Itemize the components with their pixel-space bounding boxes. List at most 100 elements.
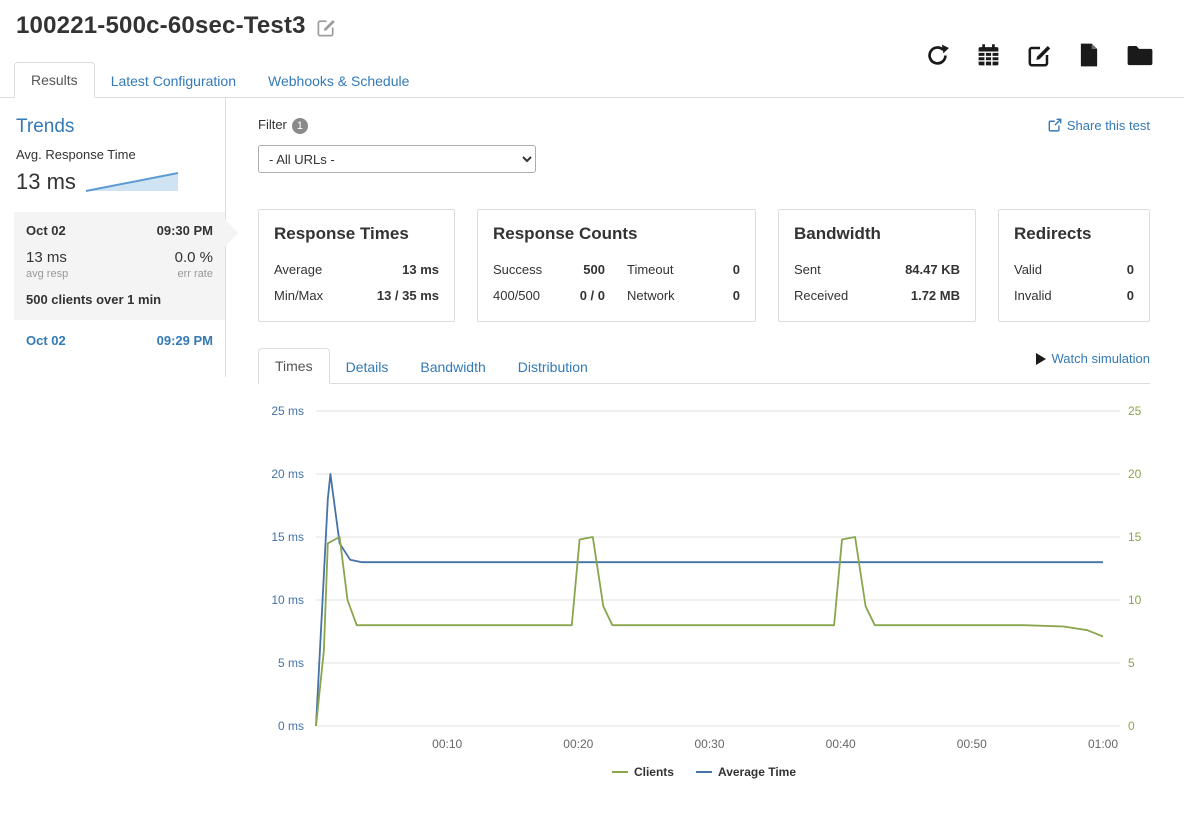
run-item[interactable]: Oct 02 09:29 PM [14,320,225,361]
run-avg-resp-label: avg resp [26,268,69,280]
stat-label: Average [274,262,323,277]
svg-text:5 ms: 5 ms [278,656,304,670]
document-icon [1080,43,1098,67]
stat-value: 0 [1126,262,1134,277]
stat-label: Network [627,288,675,303]
tab-latest-configuration[interactable]: Latest Configuration [110,73,236,89]
edit-title-button[interactable] [316,17,337,38]
stat-value: 13 / 35 ms [376,288,439,303]
stat-label: Sent [794,262,821,277]
main-tabs: Results Latest Configuration Webhooks & … [0,60,1184,98]
toolbar [925,42,1154,68]
chart-tabs: Times Details Bandwidth Distribution Wat… [258,348,1150,384]
watch-simulation-label: Watch simulation [1051,351,1151,366]
schedule-calendar-button[interactable] [976,43,1001,68]
run-err-rate-label: err rate [177,268,213,280]
stat-label: Valid [1014,262,1042,277]
card-title: Redirects [1014,224,1092,243]
tab-results[interactable]: Results [14,62,95,98]
svg-text:10: 10 [1128,593,1142,607]
compose-icon [1028,45,1051,66]
times-chart: 0 ms 0 5 ms 5 10 ms 10 15 ms 15 20 ms 20 25 ms 25 00… [258,394,1150,779]
stat-label: Timeout [627,262,674,277]
run-err-rate-value: 0.0 % [174,249,213,266]
svg-text:5: 5 [1128,656,1135,670]
stat-label: Min/Max [274,288,324,303]
results-main: Filter 1 Share this test - All URLs - Res… [226,98,1184,779]
line-chart: 0 ms 0 5 ms 5 10 ms 10 15 ms 15 20 ms 20 25 ms 25 00… [271,404,1142,751]
card-title: Response Counts [493,224,638,243]
refresh-button[interactable] [925,43,950,68]
calendar-icon [978,43,999,65]
tab-details[interactable]: Details [345,359,389,375]
stat-value: 1.72 MB [910,288,960,303]
chart-legend: Clients Average Time [258,765,1150,779]
page-title: 100221-500c-60sec-Test3 [16,12,306,39]
tab-distribution[interactable]: Distribution [517,359,588,375]
svg-text:00:40: 00:40 [826,737,856,751]
refresh-icon [928,44,949,65]
run-time: 09:30 PM [156,223,213,238]
stat-label: Success [493,262,543,277]
tab-times[interactable]: Times [258,348,330,384]
trends-sidebar: Trends Avg. Response Time 13 ms Oct 02 0… [0,98,238,377]
redirects-card: Redirects Valid 0 Invalid 0 [998,209,1150,322]
stat-value: 0 [732,288,740,303]
svg-text:0: 0 [1128,719,1135,733]
run-time: 09:29 PM [156,333,213,348]
stat-label: Received [794,288,849,303]
legend-average-time[interactable]: Average Time [695,765,797,779]
watch-simulation-link[interactable]: Watch simulation [1035,351,1151,366]
trend-sparkline [85,172,179,192]
svg-text:0 ms: 0 ms [278,719,304,733]
clients-line-swatch [611,771,628,773]
run-avg-resp-value: 13 ms [26,249,67,266]
share-test-label: Share this test [1066,117,1150,133]
edit-test-button[interactable] [1027,43,1052,68]
average-time-line-swatch [695,771,712,773]
edit-icon [317,19,335,36]
stat-value: 84.47 KB [905,262,960,277]
svg-text:15 ms: 15 ms [271,530,304,544]
archive-test-button[interactable] [1126,43,1154,67]
filter-group: Filter 1 [258,116,308,134]
folder-icon [1127,45,1153,66]
filter-count-badge: 1 [291,118,308,134]
run-summary: 500 clients over 1 min [26,292,162,307]
run-item-selected[interactable]: Oct 02 09:30 PM 13 ms avg resp 0.0 % err… [14,212,238,320]
stat-value: 13 ms [402,262,439,277]
legend-label: Clients [633,765,674,779]
tab-bandwidth[interactable]: Bandwidth [420,359,486,375]
run-date: Oct 02 [26,223,66,238]
stat-value: 0 [1126,288,1134,303]
response-counts-card: Response Counts Success 500 Timeout 0 40… [477,209,756,322]
card-title: Bandwidth [794,224,881,243]
stat-value: 0 [732,262,740,277]
svg-text:00:30: 00:30 [694,737,724,751]
trends-title: Trends [16,116,75,137]
filter-label: Filter [258,117,287,132]
url-filter-select[interactable]: - All URLs - [258,145,536,173]
share-icon [1048,118,1062,132]
legend-label: Average Time [717,765,797,779]
bandwidth-card: Bandwidth Sent 84.47 KB Received 1.72 MB [778,209,976,322]
stat-value: 0 / 0 [579,288,605,303]
stat-value: 500 [583,262,605,277]
duplicate-test-button[interactable] [1078,42,1100,68]
avg-response-time-value: 13 ms [16,168,76,194]
share-test-link[interactable]: Share this test [1048,118,1150,133]
page-header: 100221-500c-60sec-Test3 [0,0,1184,40]
svg-text:25: 25 [1128,404,1142,418]
avg-response-time-label: Avg. Response Time [16,147,136,162]
svg-text:00:20: 00:20 [563,737,593,751]
response-times-card: Response Times Average 13 ms Min/Max 13 … [258,209,455,322]
stat-label: 400/500 [493,288,540,303]
svg-text:20 ms: 20 ms [271,467,304,481]
svg-text:25 ms: 25 ms [271,404,304,418]
svg-text:01:00: 01:00 [1088,737,1118,751]
svg-text:00:50: 00:50 [957,737,987,751]
svg-text:20: 20 [1128,467,1142,481]
tab-webhooks-schedule[interactable]: Webhooks & Schedule [268,73,410,89]
play-icon [1035,352,1046,365]
legend-clients[interactable]: Clients [611,765,674,779]
